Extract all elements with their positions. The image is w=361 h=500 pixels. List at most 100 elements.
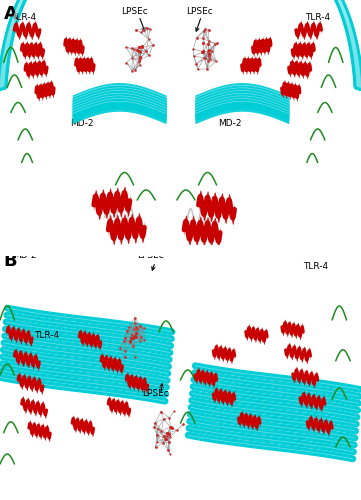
Point (163, 435, 169, 443)
Point (199, 48, 205, 56)
Text: LPSEc: LPSEc (143, 388, 169, 398)
Point (202, 54, 208, 62)
Point (171, 408, 177, 416)
Text: TLR-4: TLR-4 (305, 14, 330, 22)
Point (121, 336, 127, 344)
Point (138, 28, 144, 36)
Point (201, 27, 206, 35)
Point (205, 57, 211, 65)
Point (136, 47, 142, 55)
Point (136, 44, 142, 52)
Point (160, 439, 166, 447)
Point (133, 324, 139, 332)
Point (204, 65, 210, 73)
Point (201, 54, 207, 62)
Point (154, 438, 160, 446)
Point (168, 424, 173, 432)
Point (161, 414, 166, 422)
Point (151, 424, 157, 432)
Point (130, 342, 136, 349)
Point (127, 338, 133, 346)
Point (150, 41, 156, 49)
Point (164, 432, 170, 440)
Point (194, 34, 200, 42)
Point (138, 322, 143, 330)
Point (158, 426, 164, 434)
Text: LPSEc: LPSEc (137, 251, 164, 260)
Point (134, 46, 140, 54)
Point (138, 337, 143, 345)
Point (134, 325, 140, 333)
Point (123, 44, 129, 52)
Text: A: A (4, 5, 17, 23)
Point (127, 336, 132, 344)
Text: LPSEc: LPSEc (186, 7, 213, 16)
Point (165, 446, 171, 454)
Point (129, 330, 135, 338)
Point (206, 50, 212, 58)
Point (137, 55, 143, 63)
Point (195, 66, 201, 74)
Text: TLR-4: TLR-4 (34, 331, 60, 340)
Point (133, 26, 139, 34)
Point (164, 430, 169, 438)
Point (146, 52, 152, 60)
Text: MD-2: MD-2 (70, 118, 94, 128)
Text: TLR-4: TLR-4 (303, 262, 329, 271)
Point (166, 414, 172, 422)
Point (154, 431, 160, 439)
Point (129, 66, 135, 74)
Point (140, 26, 146, 34)
Point (141, 324, 147, 332)
Point (142, 336, 147, 344)
Point (136, 47, 142, 55)
Point (129, 44, 135, 52)
Point (131, 324, 137, 332)
Point (167, 450, 173, 458)
Point (166, 438, 172, 446)
Point (138, 48, 143, 56)
Point (155, 425, 161, 433)
Point (162, 434, 168, 442)
Point (200, 40, 206, 48)
Point (122, 353, 127, 361)
Text: MD-2: MD-2 (13, 251, 36, 260)
Point (137, 61, 143, 69)
Point (214, 40, 220, 48)
Point (210, 48, 216, 56)
Point (190, 45, 196, 53)
Point (180, 420, 186, 428)
Text: LPSEc: LPSEc (121, 7, 148, 16)
Point (174, 426, 180, 434)
Point (206, 46, 212, 54)
Point (200, 34, 206, 42)
Point (193, 60, 199, 68)
Point (202, 26, 208, 34)
Point (130, 54, 135, 62)
Point (132, 314, 138, 322)
Point (131, 46, 137, 54)
Point (133, 333, 139, 341)
Point (144, 24, 150, 32)
Point (165, 429, 171, 437)
Point (212, 40, 218, 48)
Point (206, 52, 212, 60)
Point (117, 344, 123, 352)
Point (122, 334, 128, 342)
Point (124, 326, 130, 334)
Point (126, 324, 132, 332)
Point (205, 48, 211, 56)
Point (136, 42, 142, 50)
Point (200, 48, 206, 56)
Text: TLR-4: TLR-4 (11, 14, 36, 22)
Point (145, 36, 151, 44)
Point (200, 47, 206, 55)
Point (167, 432, 173, 440)
Point (132, 352, 138, 360)
Point (191, 52, 197, 60)
Point (166, 430, 172, 438)
Point (206, 26, 212, 34)
Point (132, 66, 138, 74)
Point (130, 334, 136, 342)
Point (205, 40, 211, 48)
